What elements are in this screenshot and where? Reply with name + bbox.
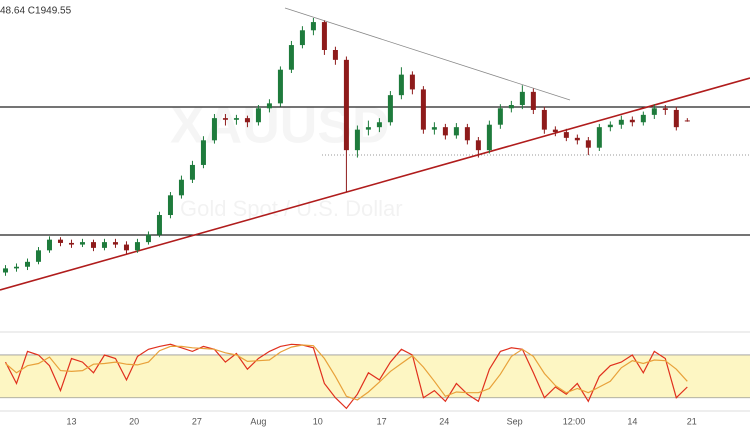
candle-body bbox=[574, 137, 580, 141]
candle-body bbox=[596, 127, 602, 148]
candle-body bbox=[277, 69, 283, 104]
candle-body bbox=[79, 242, 85, 245]
candle-body bbox=[200, 140, 206, 165]
candle-body bbox=[123, 244, 129, 251]
candle-body bbox=[134, 242, 140, 251]
candle-body bbox=[189, 164, 195, 180]
candle-body bbox=[332, 49, 338, 60]
x-tick-label: 10 bbox=[313, 416, 323, 426]
candle-body bbox=[442, 127, 448, 136]
x-tick-label: 12:00 bbox=[563, 416, 586, 426]
x-tick-label: 17 bbox=[377, 416, 387, 426]
candle-body bbox=[35, 250, 41, 262]
candle-body bbox=[585, 140, 591, 148]
candle-body bbox=[46, 239, 52, 251]
candle-body bbox=[222, 118, 228, 120]
candle-body bbox=[387, 95, 393, 123]
candle-body bbox=[167, 195, 173, 216]
x-tick-label: Aug bbox=[250, 416, 266, 426]
candle-body bbox=[255, 108, 261, 123]
candle-body bbox=[409, 74, 415, 90]
candle-body bbox=[244, 118, 250, 123]
header-ohlc: 48.64 C1949.55 bbox=[0, 6, 72, 17]
candle-body bbox=[299, 30, 305, 46]
candle-body bbox=[288, 45, 294, 70]
stoch-line bbox=[4, 343, 688, 410]
resistance-trendline bbox=[284, 7, 571, 101]
candle-body bbox=[233, 118, 239, 120]
candle-body bbox=[398, 74, 404, 96]
candle-body bbox=[563, 132, 569, 138]
x-tick-label: 13 bbox=[66, 416, 76, 426]
stoch-line bbox=[5, 344, 688, 401]
candle-body bbox=[497, 108, 503, 125]
candle-body bbox=[552, 129, 558, 133]
candle-body bbox=[486, 124, 492, 151]
candle-body bbox=[145, 234, 151, 243]
candle-body bbox=[662, 108, 668, 110]
support-trendline bbox=[0, 77, 750, 291]
candle-body bbox=[431, 127, 437, 130]
candle-body bbox=[365, 127, 371, 130]
x-tick-label: 14 bbox=[627, 416, 637, 426]
x-tick-label: 21 bbox=[687, 416, 697, 426]
candle-body bbox=[508, 105, 514, 109]
candle-body bbox=[684, 120, 690, 122]
candle-body bbox=[321, 22, 327, 50]
candle-body bbox=[541, 109, 547, 130]
candle-body bbox=[101, 242, 107, 248]
x-tick-label: 24 bbox=[439, 416, 449, 426]
candle-body bbox=[464, 127, 470, 141]
candle-body bbox=[519, 91, 525, 106]
candle-body bbox=[310, 22, 316, 31]
candle-body bbox=[68, 242, 74, 245]
candle-body bbox=[343, 59, 349, 151]
candle-body bbox=[57, 239, 63, 243]
candle-body bbox=[2, 268, 8, 273]
candle-body bbox=[530, 91, 536, 110]
candle-body bbox=[13, 266, 19, 269]
candle-body bbox=[453, 127, 459, 136]
candle-body bbox=[629, 119, 635, 123]
candle-body bbox=[618, 119, 624, 125]
candle-body bbox=[266, 103, 272, 109]
candle-body bbox=[90, 242, 96, 248]
candle-body bbox=[420, 89, 426, 130]
candle-body bbox=[673, 109, 679, 128]
candle-body bbox=[112, 242, 118, 245]
candle-body bbox=[354, 129, 360, 151]
candle-body bbox=[640, 114, 646, 123]
candle-body bbox=[376, 122, 382, 128]
x-tick-label: 27 bbox=[192, 416, 202, 426]
x-tick-label: 20 bbox=[129, 416, 139, 426]
candle-body bbox=[651, 108, 657, 115]
candle-body bbox=[475, 140, 481, 151]
candle-body bbox=[607, 124, 613, 128]
candle-body bbox=[211, 118, 217, 141]
candle-body bbox=[24, 261, 30, 267]
candle-body bbox=[156, 215, 162, 235]
candle-body bbox=[178, 179, 184, 196]
x-tick-label: Sep bbox=[507, 416, 523, 426]
